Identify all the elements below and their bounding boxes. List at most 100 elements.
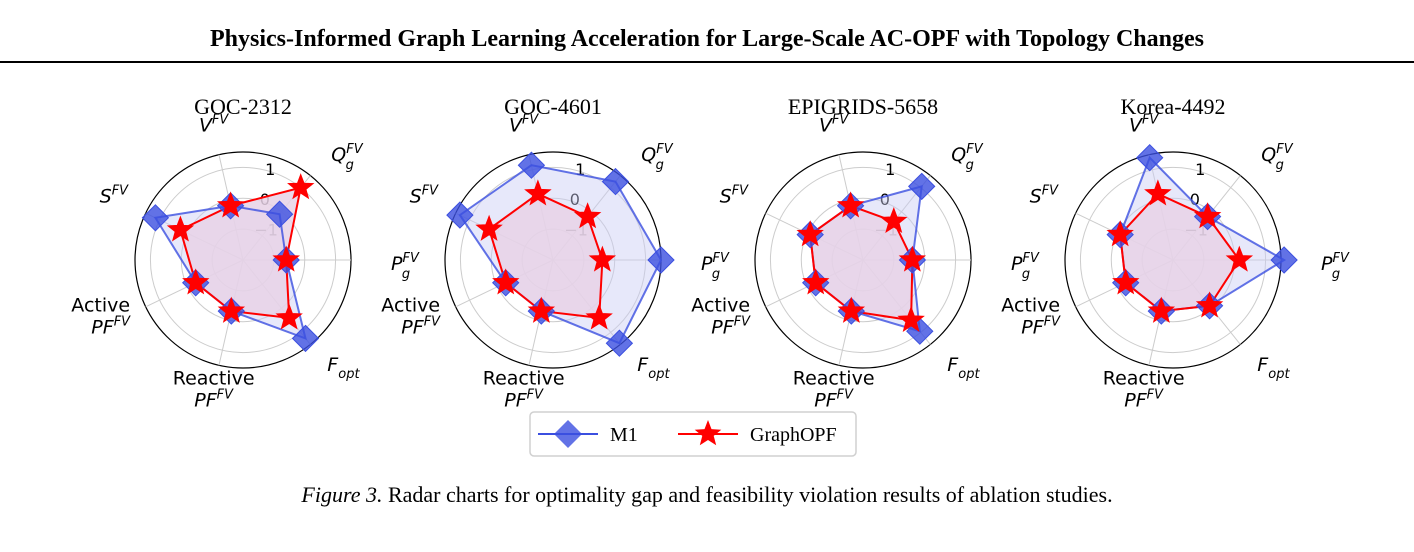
graphopf-point-active <box>802 268 830 295</box>
m1-point-s <box>141 204 170 232</box>
axis-label-qg: QFV g <box>951 142 983 173</box>
graphopf-point-pg <box>588 245 617 272</box>
axis-label-symbol: PFV g <box>1011 251 1040 282</box>
legend-graphopf-marker <box>694 420 722 446</box>
legend-graphopf: GraphOPF <box>678 420 837 446</box>
m1-point-s <box>446 201 474 229</box>
axis-label-symbol: Fopt <box>1257 354 1290 382</box>
axis-label-line1: Reactive <box>173 368 255 390</box>
axis-label-pg: PFV g <box>1011 251 1040 282</box>
legend: M1 GraphOPF <box>529 411 857 457</box>
axis-label-symbol: SFV <box>720 184 750 208</box>
tick-label: 0 <box>880 190 890 209</box>
graphopf-area <box>180 187 301 318</box>
axis-label-symbol: PFV g <box>1321 251 1350 282</box>
axis-label-symbol: VFV <box>509 112 539 136</box>
axis-label-symbol: PFFV <box>1021 314 1061 338</box>
axis-label-symbol: Fopt <box>637 354 670 382</box>
graphopf-point-fopt <box>1195 291 1224 318</box>
axis-label-line1: Active <box>691 294 750 316</box>
axis-label-symbol: PFFV <box>711 314 751 338</box>
axis-label-line1: Reactive <box>1103 368 1185 390</box>
caption-text: Radar charts for optimality gap and feas… <box>387 482 1113 507</box>
graphopf-point-v <box>1144 179 1172 206</box>
chart-title: GOC-2312 <box>194 94 292 119</box>
axis-label-fopt: Fopt <box>327 354 360 382</box>
graphopf-point-reactive <box>217 296 246 323</box>
graphopf-area <box>489 193 603 318</box>
axis-label-symbol: PFFV <box>814 388 854 412</box>
graphopf-point-fopt <box>897 305 925 332</box>
axis-label-s: SFV <box>100 184 130 208</box>
axis-label-v: VFV <box>199 112 229 136</box>
radar-chart-2: EPIGRIDS-5658−101PFVgQFVgVFVSFVActivePFF… <box>691 94 1040 412</box>
graphopf-point-reactive <box>837 296 866 323</box>
axis-label-s: SFV <box>720 184 750 208</box>
axis-label-symbol: PFV g <box>391 251 420 282</box>
graphopf-point-qg <box>573 202 602 229</box>
radar-chart-0: GOC-2312−101PFVgQFVgVFVSFVActivePFFVReac… <box>71 94 420 412</box>
radar-chart-3: Korea-4492−101PFVgQFVgVFVSFVActivePFFVRe… <box>1001 94 1350 412</box>
tick-label: 0 <box>1190 190 1200 209</box>
axis-label-line1: Active <box>71 294 130 316</box>
graphopf-point-qg <box>287 173 315 200</box>
axis-label-fopt: Fopt <box>637 354 670 382</box>
m1-point-v <box>1135 143 1164 172</box>
axis-label-symbol: Fopt <box>327 354 360 382</box>
tick-label: 1 <box>885 160 895 179</box>
axis-label-pg: PFV g <box>391 251 420 282</box>
paper-header: Physics-Informed Graph Learning Accelera… <box>210 26 1204 52</box>
legend-m1-label: M1 <box>610 424 638 446</box>
graphopf-point-v <box>836 191 865 218</box>
axis-label-symbol: SFV <box>1030 184 1060 208</box>
graphopf-point-reactive <box>1147 296 1176 323</box>
axis-label-line1: Active <box>1001 294 1060 316</box>
graphopf-point-fopt <box>275 303 303 330</box>
axis-label-v: VFV <box>819 112 849 136</box>
axis-label-symbol: QFV g <box>951 142 983 173</box>
axis-label-s: SFV <box>410 184 440 208</box>
radar-figure: GOC-2312−101PFVgQFVgVFVSFVActivePFFVReac… <box>71 94 1350 457</box>
graphopf-point-s <box>796 220 824 247</box>
m1-point-pg <box>647 246 675 274</box>
axis-label-v: VFV <box>1129 112 1159 136</box>
m1-line <box>458 164 663 345</box>
axis-label-fopt: Fopt <box>947 354 980 382</box>
axis-label-qg: QFV g <box>1261 142 1293 173</box>
radar-chart-1: GOC-4601−101PFVgQFVgVFVSFVActivePFFVReac… <box>381 94 730 412</box>
axis-label-v: VFV <box>509 112 539 136</box>
graphopf-point-pg <box>1225 245 1254 272</box>
caption-label: Figure 3. <box>301 482 383 507</box>
graphopf-line <box>179 186 302 320</box>
graphopf-point-fopt <box>585 303 613 330</box>
graphopf-point-v <box>524 179 552 206</box>
graphopf-point-pg <box>272 245 300 272</box>
axis-label-symbol: Fopt <box>947 354 980 382</box>
graphopf-point-s <box>475 214 503 241</box>
axis-label-qg: QFV g <box>641 142 673 173</box>
graphopf-area <box>810 205 913 321</box>
axis-label-line1: Active <box>381 294 440 316</box>
axis-label-symbol: QFV g <box>1261 142 1293 173</box>
axis-label-symbol: QFV g <box>331 142 363 173</box>
axis-label-fopt: Fopt <box>1257 354 1290 382</box>
tick-label: 1 <box>575 160 585 179</box>
axis-label-symbol: PFFV <box>91 314 131 338</box>
graphopf-point-active <box>1112 268 1140 295</box>
graphopf-point-active <box>182 268 210 295</box>
m1-point-pg <box>1270 246 1298 274</box>
axis-label-line1: Reactive <box>483 368 565 390</box>
m1-point-qg <box>907 172 936 201</box>
axis-label-s: SFV <box>1030 184 1060 208</box>
axis-label-pg: PFV g <box>1321 251 1350 282</box>
chart-title: GOC-4601 <box>504 94 602 119</box>
legend-graphopf-label: GraphOPF <box>750 424 837 446</box>
